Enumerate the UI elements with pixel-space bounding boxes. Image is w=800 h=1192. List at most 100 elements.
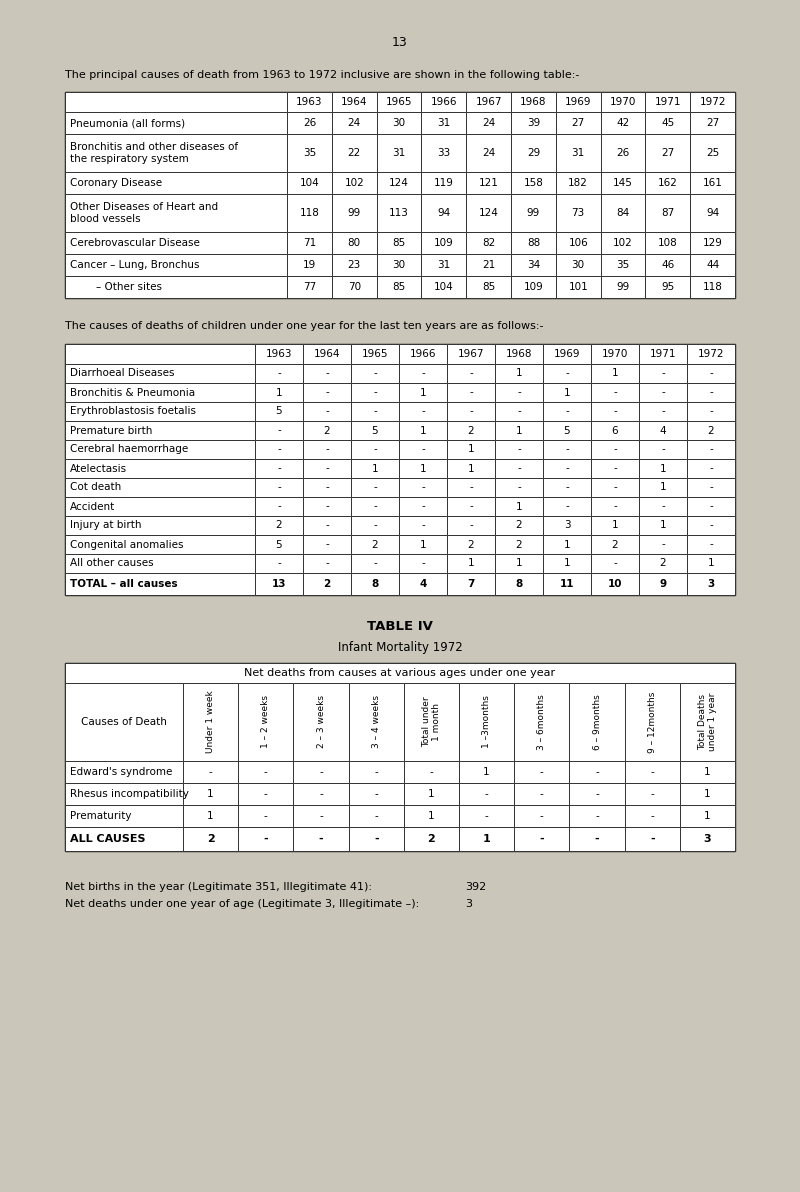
Text: -: - <box>421 559 425 569</box>
Bar <box>332 232 377 254</box>
Text: -: - <box>325 559 329 569</box>
Text: -: - <box>613 445 617 454</box>
Text: 113: 113 <box>389 207 409 218</box>
Text: 1: 1 <box>207 789 214 799</box>
Text: -: - <box>264 789 268 799</box>
Text: -: - <box>517 406 521 416</box>
Text: 145: 145 <box>613 178 633 188</box>
Bar <box>422 92 466 112</box>
Text: 1965: 1965 <box>362 349 388 359</box>
Text: 29: 29 <box>526 148 540 159</box>
Bar <box>591 421 639 440</box>
Bar <box>303 421 351 440</box>
Bar <box>639 440 687 459</box>
Text: Atelectasis: Atelectasis <box>70 464 127 473</box>
Bar <box>690 172 735 194</box>
Text: -: - <box>517 445 521 454</box>
Bar <box>447 364 495 383</box>
Bar <box>255 497 303 516</box>
Bar <box>351 364 399 383</box>
Text: -: - <box>709 445 713 454</box>
Bar <box>255 364 303 383</box>
Bar <box>495 402 543 421</box>
Bar <box>687 421 735 440</box>
Text: -: - <box>325 406 329 416</box>
Bar <box>65 344 255 364</box>
Bar <box>399 497 447 516</box>
Bar <box>556 277 601 298</box>
Text: -: - <box>469 406 473 416</box>
Text: – Other sites: – Other sites <box>70 283 162 292</box>
Text: 11: 11 <box>560 579 574 589</box>
Text: 1: 1 <box>276 387 282 397</box>
Bar <box>543 402 591 421</box>
Bar <box>349 827 404 851</box>
Bar <box>294 827 349 851</box>
Text: 3 – 6months: 3 – 6months <box>538 694 546 750</box>
Text: -: - <box>661 502 665 511</box>
Bar <box>543 459 591 478</box>
Text: The principal causes of death from 1963 to 1972 inclusive are shown in the follo: The principal causes of death from 1963 … <box>65 70 579 80</box>
Bar <box>294 760 349 783</box>
Text: -: - <box>209 766 213 777</box>
Bar <box>625 805 680 827</box>
Text: -: - <box>277 502 281 511</box>
Text: -: - <box>469 483 473 492</box>
Bar <box>349 805 404 827</box>
Bar <box>601 172 646 194</box>
Text: 109: 109 <box>523 283 543 292</box>
Text: Total Deaths
under 1 year: Total Deaths under 1 year <box>698 693 717 751</box>
Bar <box>287 92 332 112</box>
Bar <box>639 421 687 440</box>
Text: 24: 24 <box>482 118 495 128</box>
Bar <box>65 663 735 683</box>
Text: 8: 8 <box>371 579 378 589</box>
Text: 1969: 1969 <box>554 349 580 359</box>
Text: 1: 1 <box>420 387 426 397</box>
Bar <box>65 112 287 134</box>
Text: 27: 27 <box>706 118 719 128</box>
Bar <box>238 783 294 805</box>
Text: 1: 1 <box>468 445 474 454</box>
Text: -: - <box>277 368 281 379</box>
Text: -: - <box>264 811 268 821</box>
Text: 10: 10 <box>608 579 622 589</box>
Text: -: - <box>517 483 521 492</box>
Text: 1: 1 <box>704 811 710 821</box>
Text: -: - <box>613 387 617 397</box>
Text: 118: 118 <box>299 207 319 218</box>
Bar <box>680 827 735 851</box>
Bar <box>680 683 735 760</box>
Bar <box>601 134 646 172</box>
Bar <box>447 478 495 497</box>
Bar <box>399 516 447 535</box>
Bar <box>65 516 255 535</box>
Bar <box>570 760 625 783</box>
Bar <box>287 194 332 232</box>
Bar <box>466 92 511 112</box>
Text: 31: 31 <box>392 148 406 159</box>
Text: 1: 1 <box>564 559 570 569</box>
Text: -: - <box>421 368 425 379</box>
Text: -: - <box>540 789 544 799</box>
Text: 5: 5 <box>276 406 282 416</box>
Bar <box>543 344 591 364</box>
Bar <box>65 535 255 554</box>
Bar <box>65 172 287 194</box>
Text: -: - <box>374 789 378 799</box>
Bar <box>591 344 639 364</box>
Bar <box>466 172 511 194</box>
Bar <box>422 277 466 298</box>
Bar <box>646 172 690 194</box>
Text: -: - <box>661 540 665 550</box>
Text: -: - <box>421 521 425 530</box>
Bar <box>591 402 639 421</box>
Bar <box>332 172 377 194</box>
Text: 1: 1 <box>483 766 490 777</box>
Bar <box>65 344 735 595</box>
Text: 1: 1 <box>612 368 618 379</box>
Bar <box>351 516 399 535</box>
Text: 119: 119 <box>434 178 454 188</box>
Text: 35: 35 <box>616 260 630 271</box>
Text: Prematurity: Prematurity <box>70 811 131 821</box>
